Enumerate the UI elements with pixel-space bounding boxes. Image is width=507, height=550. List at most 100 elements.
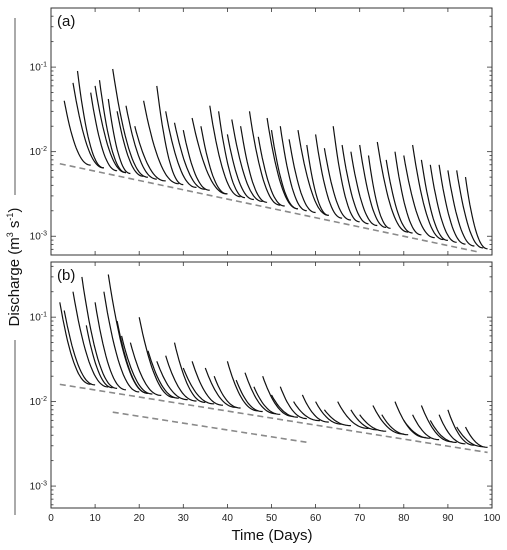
x-axis-tick-labels: 0 10 20 30 40 50 60 70 80 90 100	[48, 513, 501, 524]
recession-curve	[156, 361, 188, 401]
recession-curve	[332, 126, 360, 223]
recession-curve	[103, 291, 140, 393]
recession-curve	[341, 144, 369, 225]
recession-curve	[240, 126, 268, 203]
recession-curve	[213, 375, 241, 409]
y-axis-title-base: Discharge (m	[6, 237, 23, 326]
recession-curve	[191, 117, 228, 195]
recession-curve	[381, 414, 409, 436]
recession-curve	[288, 139, 316, 214]
x-tick-label: 10	[90, 513, 102, 524]
recession-curve	[359, 144, 387, 228]
recession-curve	[253, 386, 281, 415]
y-axis-title-group: Discharge (m3 s-1)	[5, 18, 23, 515]
recession-curve	[173, 122, 206, 190]
y-tick-label: 10-3	[30, 231, 47, 243]
recession-curve	[420, 405, 453, 443]
recession-curve	[182, 129, 210, 191]
recession-curve	[323, 148, 351, 221]
recession-curve	[279, 126, 307, 212]
panel-a: 10-3 10-2 10-1 (a)	[30, 7, 493, 256]
baseline-dashed-line	[59, 162, 479, 253]
recession-curve	[394, 151, 422, 236]
x-tick-label: 100	[484, 513, 501, 524]
recession-curve	[315, 401, 343, 425]
recession-curve	[350, 409, 378, 431]
y-axis-title-sup1: 3	[5, 232, 15, 237]
recession-curve	[464, 426, 488, 448]
y-axis-title-end: )	[6, 208, 23, 213]
baseline-dashed-line	[112, 411, 307, 444]
recession-curve	[138, 317, 175, 399]
recession-curve	[447, 170, 475, 247]
recession-curve	[81, 276, 118, 389]
recession-curve	[85, 325, 113, 389]
recession-curve	[248, 111, 281, 206]
recession-curve	[226, 134, 254, 201]
y-tick-label: 10-2	[30, 396, 47, 408]
recession-curve	[262, 376, 294, 418]
recession-curve	[385, 159, 413, 234]
recession-curve	[372, 405, 404, 435]
recession-curve	[129, 342, 162, 396]
recession-curve	[429, 420, 457, 443]
recession-curve	[121, 335, 153, 395]
panel-label: (b)	[57, 267, 75, 284]
recession-curve	[112, 68, 149, 178]
recession-curve	[204, 367, 237, 408]
y-tick-label: 10-3	[30, 481, 47, 493]
recession-curve	[293, 401, 321, 422]
recession-curve	[72, 291, 109, 388]
y-tick-label: 10-1	[30, 312, 47, 324]
recession-curve	[297, 130, 329, 216]
recession-curve	[420, 159, 448, 241]
x-tick-label: 70	[354, 513, 366, 524]
recession-curve	[412, 414, 440, 441]
recession-curve	[143, 100, 179, 185]
recession-curve	[165, 355, 197, 402]
recession-curve	[94, 302, 127, 391]
recession-curve	[301, 394, 329, 423]
recession-curve	[257, 136, 285, 207]
x-tick-label: 0	[48, 513, 54, 524]
recession-curve	[244, 372, 276, 415]
baseline-dashed-line	[59, 383, 488, 454]
recession-curve	[200, 126, 228, 195]
recession-curve	[306, 144, 329, 216]
recession-curve	[270, 394, 299, 418]
x-tick-label: 60	[310, 513, 322, 524]
y-axis-title: Discharge (m3 s-1)	[5, 208, 23, 327]
recession-curve	[315, 134, 343, 219]
x-tick-label: 90	[442, 513, 454, 524]
recession-curve	[165, 111, 197, 188]
recession-curve	[116, 111, 144, 177]
x-tick-label: 20	[134, 513, 146, 524]
recession-curve	[125, 105, 157, 180]
recession-curve	[323, 409, 351, 427]
recession-curve	[456, 170, 484, 249]
recession-curve	[464, 177, 488, 250]
recession-curve	[456, 426, 484, 448]
recession-curve	[447, 409, 475, 446]
panel-label: (a)	[57, 13, 75, 30]
recession-curve	[116, 320, 149, 394]
recession-curve	[270, 130, 299, 210]
recession-curve	[403, 420, 431, 439]
recession-curve	[107, 98, 131, 175]
x-tick-label: 30	[178, 513, 190, 524]
x-tick-label: 50	[266, 513, 278, 524]
recession-curve	[235, 379, 263, 413]
y-tick-label: 10-2	[30, 146, 47, 158]
recession-curve	[72, 82, 104, 169]
recession-curve	[438, 414, 466, 445]
recession-curve	[76, 70, 104, 169]
recession-curve	[376, 141, 409, 233]
recession-curve	[182, 367, 215, 405]
recession-curve	[98, 80, 127, 174]
recession-curve	[63, 100, 91, 166]
y-tick-label: 10-1	[30, 62, 47, 74]
x-tick-label: 40	[222, 513, 234, 524]
recession-curve	[134, 126, 166, 182]
recession-curve	[90, 92, 118, 172]
